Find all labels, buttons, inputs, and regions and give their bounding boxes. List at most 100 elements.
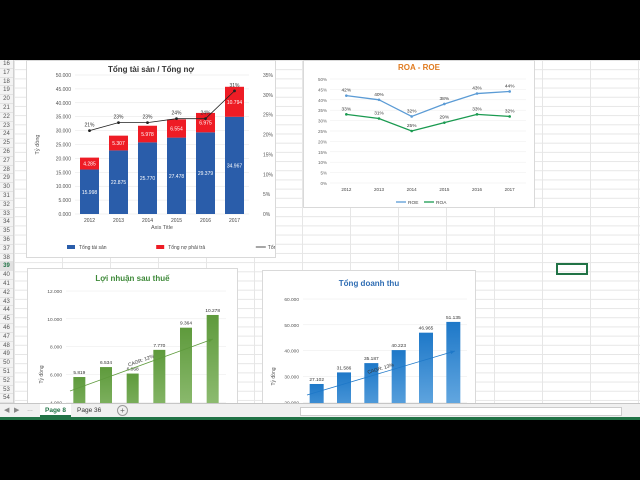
- row-number-35[interactable]: 35: [0, 227, 13, 236]
- chart-net-profit[interactable]: Lợi nhuận sau thuế -2.0004.0006.0008.000…: [27, 268, 238, 408]
- data-label: 10.278: [205, 308, 220, 314]
- row-number-28[interactable]: 28: [0, 166, 13, 175]
- scroll-right-icon[interactable]: ▶: [14, 407, 20, 414]
- data-label: 32%: [505, 108, 515, 114]
- data-label: 31%: [374, 111, 384, 117]
- row-number-26[interactable]: 26: [0, 148, 13, 157]
- data-label: 32%: [407, 108, 417, 114]
- bar-total-assets: [196, 132, 215, 214]
- data-point: [475, 113, 479, 116]
- y-tick-label: 0.000: [58, 212, 71, 218]
- y-tick-label: 25%: [318, 129, 327, 134]
- row-number-21[interactable]: 21: [0, 104, 13, 113]
- y-tick-label: 5.000: [58, 198, 71, 204]
- selected-cell[interactable]: [556, 263, 588, 275]
- row-number-24[interactable]: 24: [0, 130, 13, 140]
- add-sheet-button[interactable]: +: [117, 405, 128, 416]
- y-tick-label: 0%: [320, 181, 327, 186]
- y2-tick-label: 15%: [263, 152, 274, 158]
- row-number-43[interactable]: 43: [0, 298, 13, 307]
- bar: [100, 367, 112, 407]
- row-number-22[interactable]: 22: [0, 113, 13, 122]
- row-number-36[interactable]: 36: [0, 236, 13, 245]
- data-label: 43%: [472, 86, 482, 92]
- row-number-54[interactable]: 54: [0, 394, 13, 404]
- y2-tick-label: 5%: [263, 192, 271, 198]
- row-number-29[interactable]: 29: [0, 174, 13, 184]
- row-number-41[interactable]: 41: [0, 280, 13, 289]
- data-label: 9.364: [180, 321, 192, 327]
- bar: [180, 327, 192, 407]
- row-number-23[interactable]: 23: [0, 122, 13, 131]
- row-number-17[interactable]: 17: [0, 69, 13, 78]
- data-label: 27.478: [169, 174, 185, 180]
- row-number-42[interactable]: 42: [0, 289, 13, 298]
- row-number-44[interactable]: 44: [0, 306, 13, 316]
- data-label: 40.223: [391, 343, 406, 349]
- row-number-33[interactable]: 33: [0, 210, 13, 219]
- data-label: 25.770: [140, 176, 156, 182]
- row-number-19[interactable]: 19: [0, 86, 13, 96]
- horizontal-scrollbar[interactable]: [300, 407, 622, 416]
- data-label: 29.379: [198, 171, 214, 177]
- status-bar: [0, 417, 640, 420]
- row-number-40[interactable]: 40: [0, 271, 13, 280]
- bar: [73, 377, 86, 407]
- row-number-20[interactable]: 20: [0, 95, 13, 104]
- row-number-51[interactable]: 51: [0, 368, 13, 377]
- chart-roa-roe[interactable]: ROA - ROE 0% 5% 10% 15% 20% 25% 30% 35% 40% 45% 50…: [303, 60, 535, 208]
- y-tick-label: 30.000: [56, 129, 72, 135]
- data-label: 33%: [472, 106, 482, 112]
- row-number-30[interactable]: 30: [0, 183, 13, 192]
- row-number-25[interactable]: 25: [0, 139, 13, 148]
- bar: [337, 372, 351, 409]
- tab-page8[interactable]: Page 8: [40, 404, 71, 417]
- row-number-34[interactable]: 34: [0, 218, 13, 228]
- row-number-52[interactable]: 52: [0, 377, 13, 386]
- tab-page36[interactable]: Page 36: [77, 407, 102, 414]
- y-tick-label: 40%: [318, 98, 327, 103]
- bar: [126, 373, 139, 407]
- bar: [446, 321, 461, 409]
- data-label: 27.102: [309, 377, 324, 383]
- y-tick-label: 45%: [318, 87, 327, 92]
- spreadsheet-area[interactable]: 16 17 18 19 20 21 22 23 24 25 26 27 28 29 30 31 32 33 34 35…: [0, 60, 640, 417]
- row-number-45[interactable]: 45: [0, 315, 13, 324]
- x-tick-label: 2014: [407, 187, 418, 192]
- y-tick-label: 8.000: [50, 345, 62, 351]
- row-number-32[interactable]: 32: [0, 201, 13, 210]
- chart-total-revenue-plot: 10.00020.00030.00040.00050.00060.00027.1…: [270, 297, 467, 409]
- row-number-46[interactable]: 46: [0, 324, 13, 333]
- row-header[interactable]: 16 17 18 19 20 21 22 23 24 25 26 27 28 29 30 31 32 33 34 35…: [0, 60, 14, 404]
- data-label: 10.794: [227, 100, 243, 106]
- row-number-47[interactable]: 47: [0, 333, 13, 342]
- y2-tick-label: 0%: [263, 212, 271, 218]
- chart-total-revenue[interactable]: Tổng doanh thu 10.00020.00030.00040.0005…: [262, 270, 476, 410]
- row-number-53[interactable]: 53: [0, 386, 13, 395]
- row-number-50[interactable]: 50: [0, 359, 13, 368]
- chart-assets-debt[interactable]: Tổng tài sản / Tổng nợ 0.000 5.000 10.000 1…: [26, 60, 276, 258]
- row-number-27[interactable]: 27: [0, 157, 13, 166]
- y-tick-label: 12.000: [47, 289, 62, 295]
- x-tick-label: 2013: [374, 187, 385, 192]
- legend-entry: Tổng nợ phải trả: [168, 244, 205, 251]
- more-tabs-icon[interactable]: …: [27, 407, 33, 413]
- data-label: 29%: [440, 115, 450, 121]
- row-number-31[interactable]: 31: [0, 192, 13, 201]
- legend-entry: ROA: [436, 200, 447, 206]
- data-point: [345, 94, 348, 97]
- row-number-49[interactable]: 49: [0, 350, 13, 360]
- data-label: 46.965: [419, 326, 434, 332]
- scroll-left-icon[interactable]: ◀: [4, 407, 10, 414]
- chart-net-profit-plot: -2.0004.0006.0008.00010.00012.0005.81920…: [38, 289, 226, 407]
- row-number-38[interactable]: 38: [0, 254, 13, 263]
- data-label: 22.875: [111, 180, 127, 186]
- y-tick-label: 60.000: [284, 297, 299, 303]
- y-tick-label: 25.000: [56, 143, 72, 149]
- row-number-48[interactable]: 48: [0, 342, 13, 351]
- bar: [391, 350, 406, 409]
- row-number-39[interactable]: 39: [0, 262, 13, 272]
- row-number-37[interactable]: 37: [0, 245, 13, 254]
- row-number-16[interactable]: 16: [0, 60, 13, 69]
- row-number-18[interactable]: 18: [0, 78, 13, 87]
